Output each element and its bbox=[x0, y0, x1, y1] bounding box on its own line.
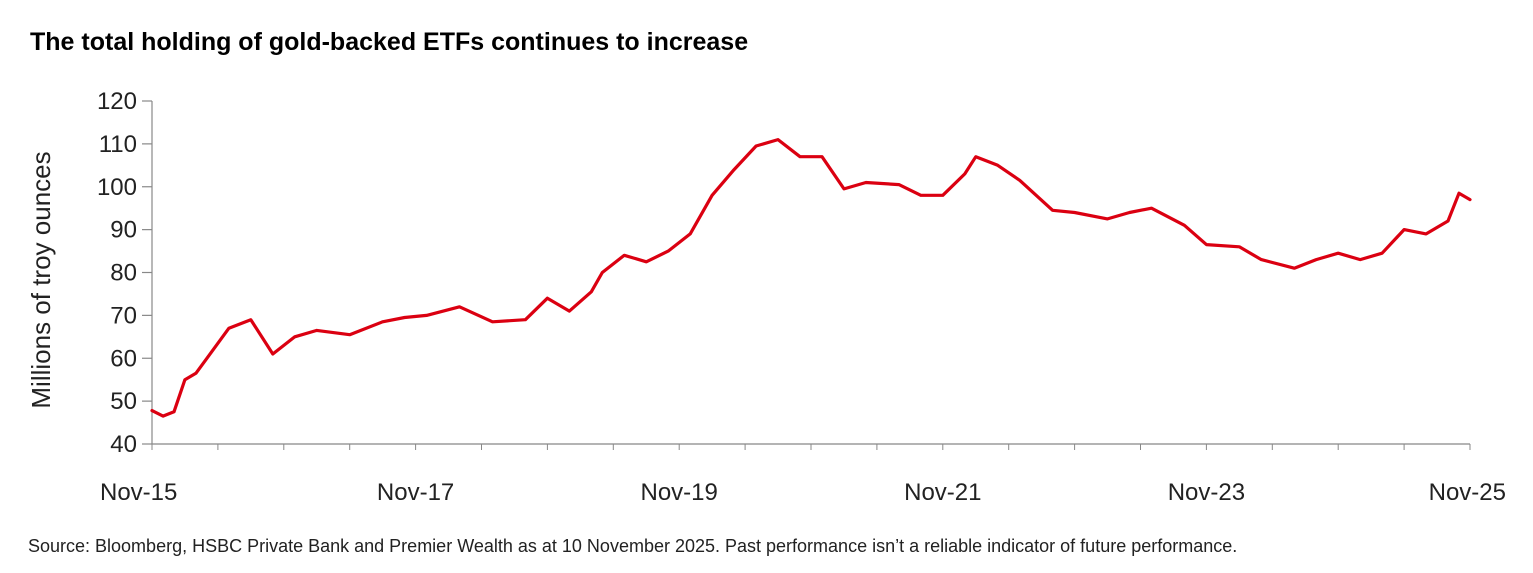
x-tick-label: Nov-19 bbox=[641, 479, 718, 506]
x-tick-label: Nov-15 bbox=[100, 479, 177, 506]
y-tick-label: 110 bbox=[99, 131, 137, 158]
y-tick-label: 70 bbox=[110, 302, 137, 329]
series-line bbox=[150, 138, 1472, 418]
y-tick-label: 90 bbox=[110, 217, 137, 244]
x-axis: Nov-15 Nov-17 Nov-19 Nov-21 Nov-23 Nov-25 bbox=[100, 443, 1506, 506]
chart-title: The total holding of gold-backed ETFs co… bbox=[30, 28, 749, 56]
y-tick-label: 80 bbox=[110, 260, 137, 287]
y-tick-label: 50 bbox=[110, 388, 137, 415]
x-tick-label: Nov-21 bbox=[904, 479, 981, 506]
x-tick-label: Nov-23 bbox=[1168, 479, 1245, 506]
y-axis: 40 50 60 70 80 90 100 110 120 bbox=[97, 88, 153, 458]
x-tick-label: Nov-17 bbox=[377, 479, 454, 506]
y-tick-label: 60 bbox=[110, 345, 137, 372]
x-tick-label: Nov-25 bbox=[1429, 479, 1506, 506]
y-axis-title: Millions of troy ounces bbox=[26, 151, 56, 408]
y-tick-label: 100 bbox=[97, 174, 137, 201]
y-tick-label: 120 bbox=[97, 88, 137, 115]
plot-area bbox=[150, 138, 1472, 418]
y-tick-label: 40 bbox=[110, 431, 137, 458]
source-note: Source: Bloomberg, HSBC Private Bank and… bbox=[28, 536, 1238, 556]
